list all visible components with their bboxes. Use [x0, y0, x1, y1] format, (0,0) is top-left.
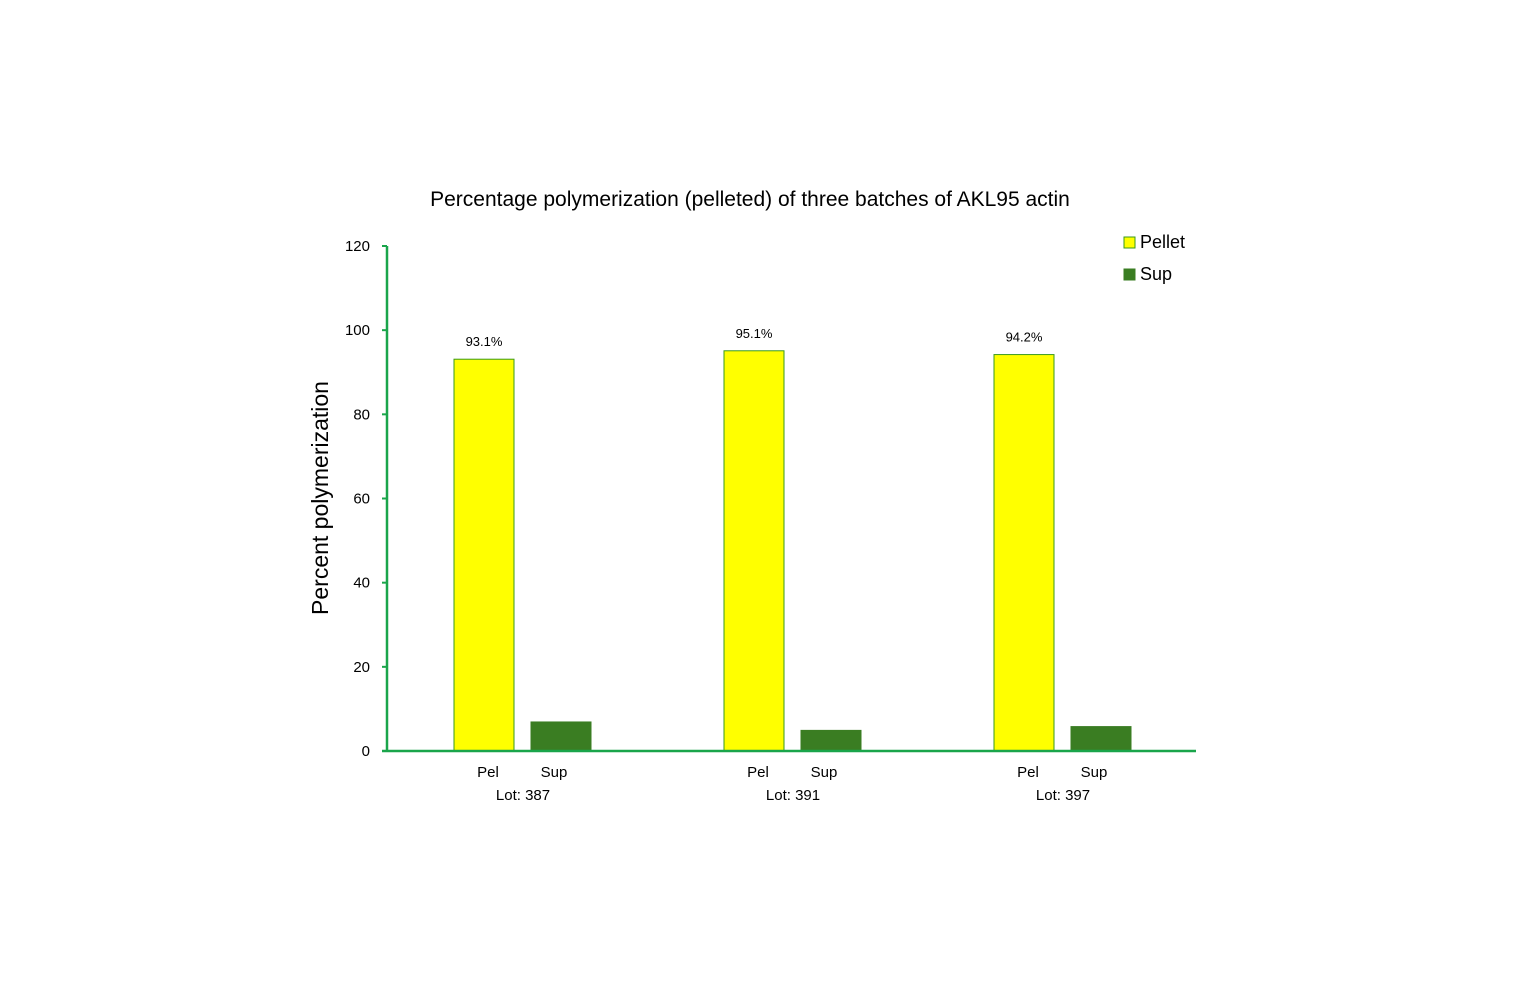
bar-sup: [1070, 726, 1132, 752]
bar-category-label: Pel: [747, 764, 769, 781]
group-label: Lot: 397: [1036, 787, 1090, 804]
bar-sup: [800, 729, 862, 752]
bar-pellet: [453, 358, 515, 752]
legend-label: Pellet: [1140, 232, 1185, 252]
legend-swatch-pellet: [1123, 236, 1136, 249]
y-tick-label: 60: [353, 491, 370, 508]
bar-category-label: Pel: [1017, 764, 1039, 781]
group-label: Lot: 391: [766, 787, 820, 804]
legend-label: Sup: [1140, 264, 1172, 284]
y-axis-label: Percent polymerization: [307, 381, 333, 615]
y-tick-label: 100: [345, 322, 370, 339]
bar-category-label: Pel: [477, 764, 499, 781]
group-label: Lot: 387: [496, 787, 550, 804]
legend: Pellet Sup: [1123, 232, 1185, 284]
plot-area: 0 20 40 60 80 100 120 93.1% Pel Sup Lot: 387 95.1% P…: [345, 238, 1196, 804]
chart-title: Percentage polymerization (pelleted) of …: [430, 188, 1070, 211]
data-label: 93.1%: [466, 334, 503, 349]
bar-pellet: [993, 354, 1055, 752]
y-tick-label: 0: [362, 743, 370, 760]
legend-swatch-sup: [1123, 268, 1136, 281]
y-tick-label: 120: [345, 238, 370, 255]
y-tick-label: 40: [353, 575, 370, 592]
bar-category-label: Sup: [811, 764, 838, 781]
data-label: 94.2%: [1006, 330, 1043, 345]
data-label: 95.1%: [736, 326, 773, 341]
bar-category-label: Sup: [541, 764, 568, 781]
bar-sup: [530, 721, 592, 752]
y-tick-label: 80: [353, 406, 370, 423]
y-tick-label: 20: [353, 659, 370, 676]
bar-category-label: Sup: [1081, 764, 1108, 781]
bar-pellet: [723, 350, 785, 752]
